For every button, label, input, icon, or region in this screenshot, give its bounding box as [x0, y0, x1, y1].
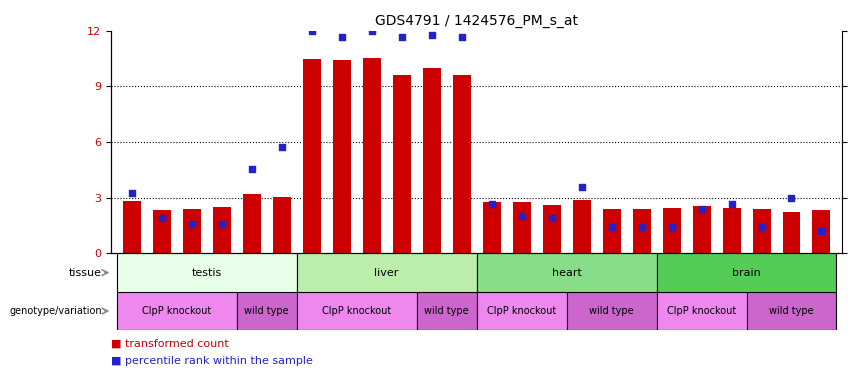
Bar — [123, 200, 140, 253]
Point — [545, 215, 558, 221]
Bar — [183, 209, 201, 253]
Bar — [512, 202, 530, 253]
Point — [485, 201, 499, 207]
Point — [305, 28, 318, 34]
Point — [665, 223, 678, 230]
Point — [605, 223, 619, 230]
Bar — [656, 253, 837, 292]
Bar — [693, 206, 711, 253]
Point — [275, 144, 288, 150]
Bar — [417, 292, 477, 330]
Bar — [663, 208, 681, 253]
Text: ■ percentile rank within the sample: ■ percentile rank within the sample — [111, 356, 312, 366]
Text: heart: heart — [551, 268, 581, 278]
Bar — [392, 75, 410, 253]
Bar — [333, 60, 351, 253]
Point — [395, 34, 408, 40]
Bar — [483, 202, 500, 253]
Bar — [573, 200, 591, 253]
Point — [785, 195, 798, 201]
Point — [814, 228, 828, 234]
Bar — [423, 68, 441, 253]
Point — [125, 190, 139, 196]
Text: genotype/variation: genotype/variation — [9, 306, 102, 316]
Text: brain: brain — [732, 268, 761, 278]
Text: liver: liver — [374, 268, 399, 278]
Bar — [213, 207, 231, 253]
Bar — [152, 210, 170, 253]
Text: ClpP knockout: ClpP knockout — [667, 306, 736, 316]
Point — [155, 215, 168, 221]
Bar — [303, 58, 321, 253]
Bar — [453, 75, 471, 253]
Point — [245, 166, 259, 172]
Bar — [237, 292, 297, 330]
Bar — [746, 292, 837, 330]
Text: wild type: wild type — [425, 306, 469, 316]
Bar — [243, 194, 260, 253]
Bar — [656, 292, 746, 330]
Point — [185, 222, 198, 228]
Point — [755, 223, 768, 230]
Bar — [117, 292, 237, 330]
Bar — [477, 292, 567, 330]
Point — [214, 222, 228, 228]
Point — [334, 34, 348, 40]
Bar — [813, 210, 831, 253]
Point — [725, 201, 739, 207]
Bar — [363, 58, 380, 253]
Text: wild type: wild type — [769, 306, 814, 316]
Bar — [297, 292, 417, 330]
Text: wild type: wild type — [589, 306, 634, 316]
Bar — [603, 209, 620, 253]
Bar — [117, 253, 297, 292]
Bar — [722, 208, 740, 253]
Text: testis: testis — [191, 268, 222, 278]
Text: ClpP knockout: ClpP knockout — [142, 306, 211, 316]
Point — [454, 34, 468, 40]
Bar — [477, 253, 656, 292]
Bar — [543, 205, 561, 253]
Bar — [297, 253, 477, 292]
Text: ■ transformed count: ■ transformed count — [111, 339, 228, 349]
Point — [365, 28, 379, 34]
Bar — [783, 212, 801, 253]
Bar — [752, 209, 770, 253]
Text: tissue: tissue — [69, 268, 102, 278]
Bar — [632, 209, 650, 253]
Text: ClpP knockout: ClpP knockout — [322, 306, 391, 316]
Text: ClpP knockout: ClpP knockout — [487, 306, 557, 316]
Point — [574, 184, 588, 190]
Point — [425, 32, 438, 38]
Bar — [272, 197, 290, 253]
Bar — [567, 292, 656, 330]
Point — [635, 223, 648, 230]
Point — [515, 212, 528, 218]
Title: GDS4791 / 1424576_PM_s_at: GDS4791 / 1424576_PM_s_at — [375, 14, 578, 28]
Text: wild type: wild type — [244, 306, 288, 316]
Point — [694, 206, 708, 212]
